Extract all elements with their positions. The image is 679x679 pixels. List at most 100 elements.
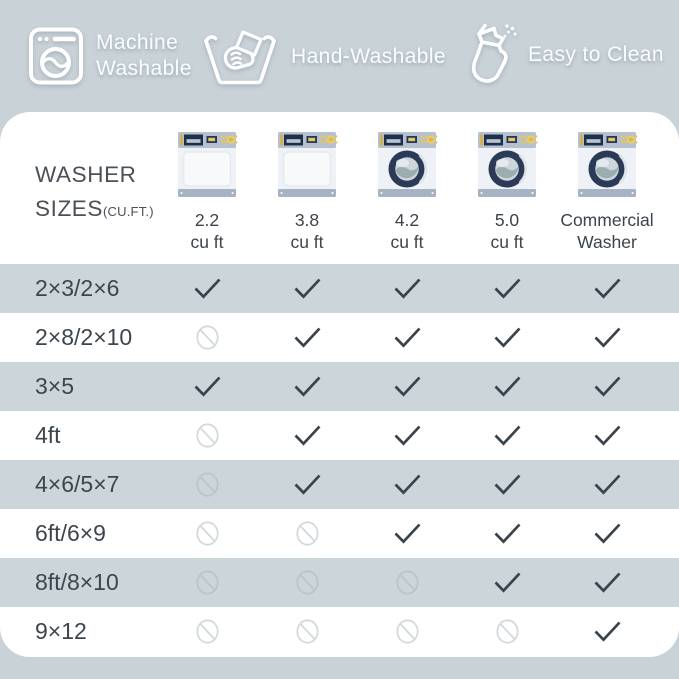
table-cell [257, 618, 357, 645]
check-icon [594, 621, 620, 642]
title-suffix: (CU.FT.) [103, 203, 154, 219]
washer-size-label: 2.2 cu ft [190, 210, 224, 252]
not-allowed-icon [195, 570, 219, 595]
check-icon [294, 425, 320, 446]
washer-size-label: 5.0 cu ft [490, 210, 524, 252]
check-icon [494, 474, 520, 495]
table-row: 3×5 [0, 362, 679, 411]
table-cell [157, 422, 257, 449]
rug-size-label: 4×6/5×7 [35, 471, 120, 497]
washer-columns: 2.2 cu ft 3.8 cu ft 4.2 [157, 112, 657, 264]
table-cell [357, 521, 457, 546]
check-icon [194, 278, 220, 299]
table-cell [457, 374, 557, 399]
table-cell [557, 570, 657, 595]
feature-label: Hand-Washable [291, 45, 446, 69]
table-cell [457, 521, 557, 546]
table-cell [157, 569, 257, 596]
table-cell [357, 618, 457, 645]
washer-sizes-title: WASHER SIZES(CU.FT.) [0, 112, 157, 264]
check-icon [294, 376, 320, 397]
table-cell [257, 423, 357, 448]
check-icon [594, 474, 620, 495]
washer-illustration-front-load [378, 132, 438, 197]
washer-column-1: 2.2 cu ft [157, 129, 257, 264]
not-allowed-icon [195, 619, 219, 644]
check-icon [494, 327, 520, 348]
not-allowed-icon [295, 570, 319, 595]
not-allowed-icon [195, 325, 219, 350]
rug-size-label: 2×8/2×10 [35, 324, 133, 350]
table-row: 4ft [0, 411, 679, 460]
table-row: 6ft/6×9 [0, 509, 679, 558]
washer-column-5: Commercial Washer [557, 129, 657, 264]
table-cell [457, 276, 557, 301]
rug-size-label: 3×5 [35, 373, 75, 399]
table-cell [357, 374, 457, 399]
washing-machine-icon [29, 27, 83, 85]
washer-size-label: 4.2 cu ft [390, 210, 424, 252]
table-row: 2×3/2×6 [0, 264, 679, 313]
table-cell [457, 423, 557, 448]
features-banner: Machine Washable Hand-Washable [0, 0, 679, 112]
washer-illustration-top-load [278, 132, 338, 197]
table-row: 2×8/2×10 [0, 313, 679, 362]
table-cell [157, 618, 257, 645]
table-cell [257, 325, 357, 350]
washer-illustration-front-load [578, 132, 638, 197]
feature-label: Machine Washable [96, 31, 192, 80]
table-cell [357, 423, 457, 448]
washer-column-4: 5.0 cu ft [457, 129, 557, 264]
table-cell [357, 569, 457, 596]
not-allowed-icon [495, 619, 519, 644]
table-cell [157, 374, 257, 399]
table-cell [157, 276, 257, 301]
rug-size-label: 6ft/6×9 [35, 520, 106, 546]
table-cell [257, 374, 357, 399]
washer-compatibility-table: WASHER SIZES(CU.FT.) 2.2 cu ft 3.8 cu ft [0, 112, 679, 657]
check-icon [494, 572, 520, 593]
title-line1: WASHER [35, 162, 137, 187]
table-row: 8ft/8×10 [0, 558, 679, 607]
washer-size-label: Commercial Washer [560, 210, 654, 252]
table-cell [157, 471, 257, 498]
check-icon [494, 523, 520, 544]
table-row: 9×12 [0, 607, 679, 656]
table-cell [457, 570, 557, 595]
feature-easy-to-clean: Easy to Clean [464, 21, 664, 89]
check-icon [394, 327, 420, 348]
rug-size-label: 2×3/2×6 [35, 275, 120, 301]
title-line2: SIZES [35, 195, 104, 221]
check-icon [494, 425, 520, 446]
washer-column-3: 4.2 cu ft [357, 129, 457, 264]
rug-size-label: 9×12 [35, 618, 87, 644]
check-icon [594, 425, 620, 446]
washer-column-2: 3.8 cu ft [257, 129, 357, 264]
table-cell [257, 520, 357, 547]
table-cell [557, 276, 657, 301]
table-cell [557, 472, 657, 497]
table-cell [357, 472, 457, 497]
check-icon [394, 278, 420, 299]
check-icon [394, 474, 420, 495]
check-icon [594, 327, 620, 348]
not-allowed-icon [395, 619, 419, 644]
table-cell [557, 325, 657, 350]
check-icon [394, 425, 420, 446]
table-cell [157, 324, 257, 351]
check-icon [594, 572, 620, 593]
not-allowed-icon [195, 472, 219, 497]
feature-machine-washable: Machine Washable [28, 26, 200, 86]
not-allowed-icon [195, 423, 219, 448]
table-cell [157, 520, 257, 547]
rug-size-label: 8ft/8×10 [35, 569, 119, 595]
table-cell [357, 276, 457, 301]
table-cell [257, 472, 357, 497]
table-cell [457, 618, 557, 645]
check-icon [594, 278, 620, 299]
feature-hand-washable: Hand-Washable [202, 28, 446, 86]
table-cell [557, 423, 657, 448]
spray-bottle-icon [471, 23, 517, 83]
check-icon [594, 376, 620, 397]
check-icon [494, 376, 520, 397]
